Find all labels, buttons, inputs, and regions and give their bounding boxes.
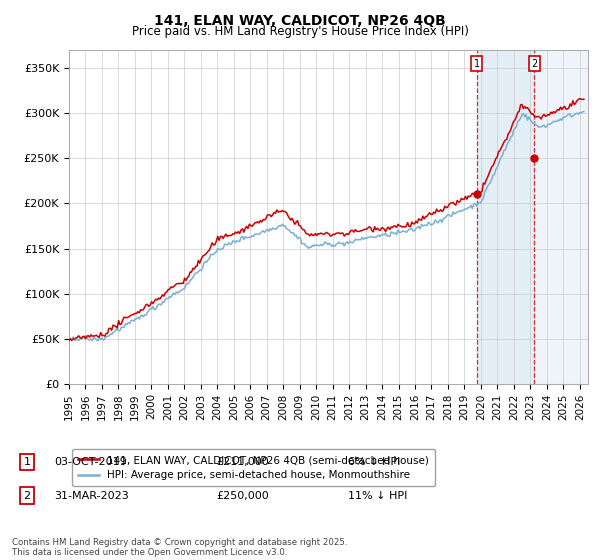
- Text: 1: 1: [23, 457, 31, 467]
- Bar: [477, 50, 535, 384]
- Text: 2: 2: [23, 491, 31, 501]
- Text: 2: 2: [532, 59, 538, 69]
- Text: Price paid vs. HM Land Registry's House Price Index (HPI): Price paid vs. HM Land Registry's House …: [131, 25, 469, 38]
- Bar: [535, 50, 588, 384]
- Text: 1: 1: [474, 59, 480, 69]
- Text: Contains HM Land Registry data © Crown copyright and database right 2025.
This d: Contains HM Land Registry data © Crown c…: [12, 538, 347, 557]
- Text: £211,000: £211,000: [216, 457, 269, 467]
- Text: 31-MAR-2023: 31-MAR-2023: [54, 491, 129, 501]
- Text: £250,000: £250,000: [216, 491, 269, 501]
- Text: 11% ↓ HPI: 11% ↓ HPI: [348, 491, 407, 501]
- Text: 6% ↓ HPI: 6% ↓ HPI: [348, 457, 400, 467]
- Legend: 141, ELAN WAY, CALDICOT, NP26 4QB (semi-detached house), HPI: Average price, sem: 141, ELAN WAY, CALDICOT, NP26 4QB (semi-…: [71, 449, 435, 487]
- Text: 141, ELAN WAY, CALDICOT, NP26 4QB: 141, ELAN WAY, CALDICOT, NP26 4QB: [154, 14, 446, 28]
- Text: 03-OCT-2019: 03-OCT-2019: [54, 457, 127, 467]
